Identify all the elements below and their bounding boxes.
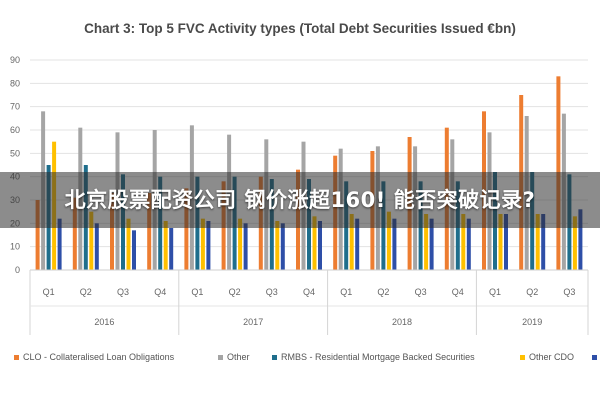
bar: [349, 214, 354, 270]
y-tick-label: 50: [10, 148, 20, 158]
x-tick-label: Q2: [80, 287, 92, 297]
bar: [110, 193, 114, 270]
chart-title: Chart 3: Top 5 FVC Activity types (Total…: [84, 21, 516, 36]
x-tick-label: Q1: [43, 287, 55, 297]
bar: [424, 214, 429, 270]
bar: [386, 211, 391, 270]
bar: [429, 218, 434, 270]
bar: [169, 228, 174, 270]
bar: [466, 218, 471, 270]
legend-label: RMBS - Residential Mortgage Backed Secur…: [281, 352, 475, 362]
bar: [126, 218, 131, 270]
bar: [392, 218, 397, 270]
legend: CLO - Collateralised Loan Obligations Oth…: [14, 352, 597, 362]
x-tick-label: Q4: [154, 287, 166, 297]
bar: [238, 218, 243, 270]
bar: [243, 223, 248, 270]
bar: [89, 211, 94, 270]
x-group-label: 2016: [94, 317, 114, 327]
bar: [57, 218, 62, 270]
overlay-headline[interactable]: 北京股票配资公司 钢价涨超160! 能否突破记录?: [64, 188, 536, 212]
bar: [132, 230, 136, 270]
x-tick-label: Q3: [563, 287, 575, 297]
x-tick-label: Q2: [229, 287, 241, 297]
y-tick-label: 10: [10, 242, 20, 252]
bar: [572, 216, 577, 270]
legend-swatch: [520, 355, 525, 360]
bar: [72, 197, 77, 270]
y-tick-label: 0: [15, 265, 20, 275]
legend-swatch: [218, 355, 223, 360]
bar: [275, 221, 280, 270]
bar: [163, 221, 168, 270]
bar: [504, 214, 508, 270]
x-tick-label: Q1: [489, 287, 501, 297]
legend-label: CLO - Collateralised Loan Obligations: [23, 352, 175, 362]
legend-swatch: [592, 355, 597, 360]
bar: [200, 218, 205, 270]
x-group-label: 2018: [392, 317, 412, 327]
bar: [318, 221, 322, 270]
x-tick-label: Q1: [191, 287, 203, 297]
y-tick-label: 80: [10, 78, 20, 88]
bar: [461, 214, 466, 270]
x-tick-label: Q4: [452, 287, 464, 297]
bar: [535, 214, 540, 270]
x-tick-label: Q3: [117, 287, 129, 297]
x-tick-label: Q3: [266, 287, 278, 297]
bar: [541, 214, 546, 270]
y-tick-label: 70: [10, 102, 20, 112]
x-tick-label: Q3: [415, 287, 427, 297]
bar: [280, 223, 285, 270]
overlay-banner: [0, 172, 600, 228]
bar: [498, 214, 503, 270]
bar: [35, 200, 40, 270]
legend-label: Other CDO: [529, 352, 574, 362]
y-axis-ticks: 0102030405060708090: [10, 55, 20, 275]
x-group-label: 2017: [243, 317, 263, 327]
x-tick-label: Q2: [526, 287, 538, 297]
legend-swatch: [272, 355, 277, 360]
x-group-label: 2019: [522, 317, 542, 327]
bar: [206, 221, 211, 270]
y-tick-label: 90: [10, 55, 20, 65]
bar: [578, 209, 583, 270]
legend-swatch: [14, 355, 19, 360]
bar: [147, 193, 152, 270]
x-axis: Q1 Q2 Q3 Q4 Q1 Q2 Q3 Q4 Q1 Q2 Q3 Q4 Q1 Q2 Q3 2016 2017 20…: [29, 269, 589, 335]
bar: [94, 223, 99, 270]
bar: [184, 188, 189, 270]
x-tick-label: Q1: [340, 287, 352, 297]
legend-label: Other: [227, 352, 250, 362]
x-tick-label: Q4: [303, 287, 315, 297]
bar: [312, 216, 317, 270]
bar: [355, 218, 360, 270]
y-tick-label: 60: [10, 125, 20, 135]
x-tick-label: Q2: [377, 287, 389, 297]
